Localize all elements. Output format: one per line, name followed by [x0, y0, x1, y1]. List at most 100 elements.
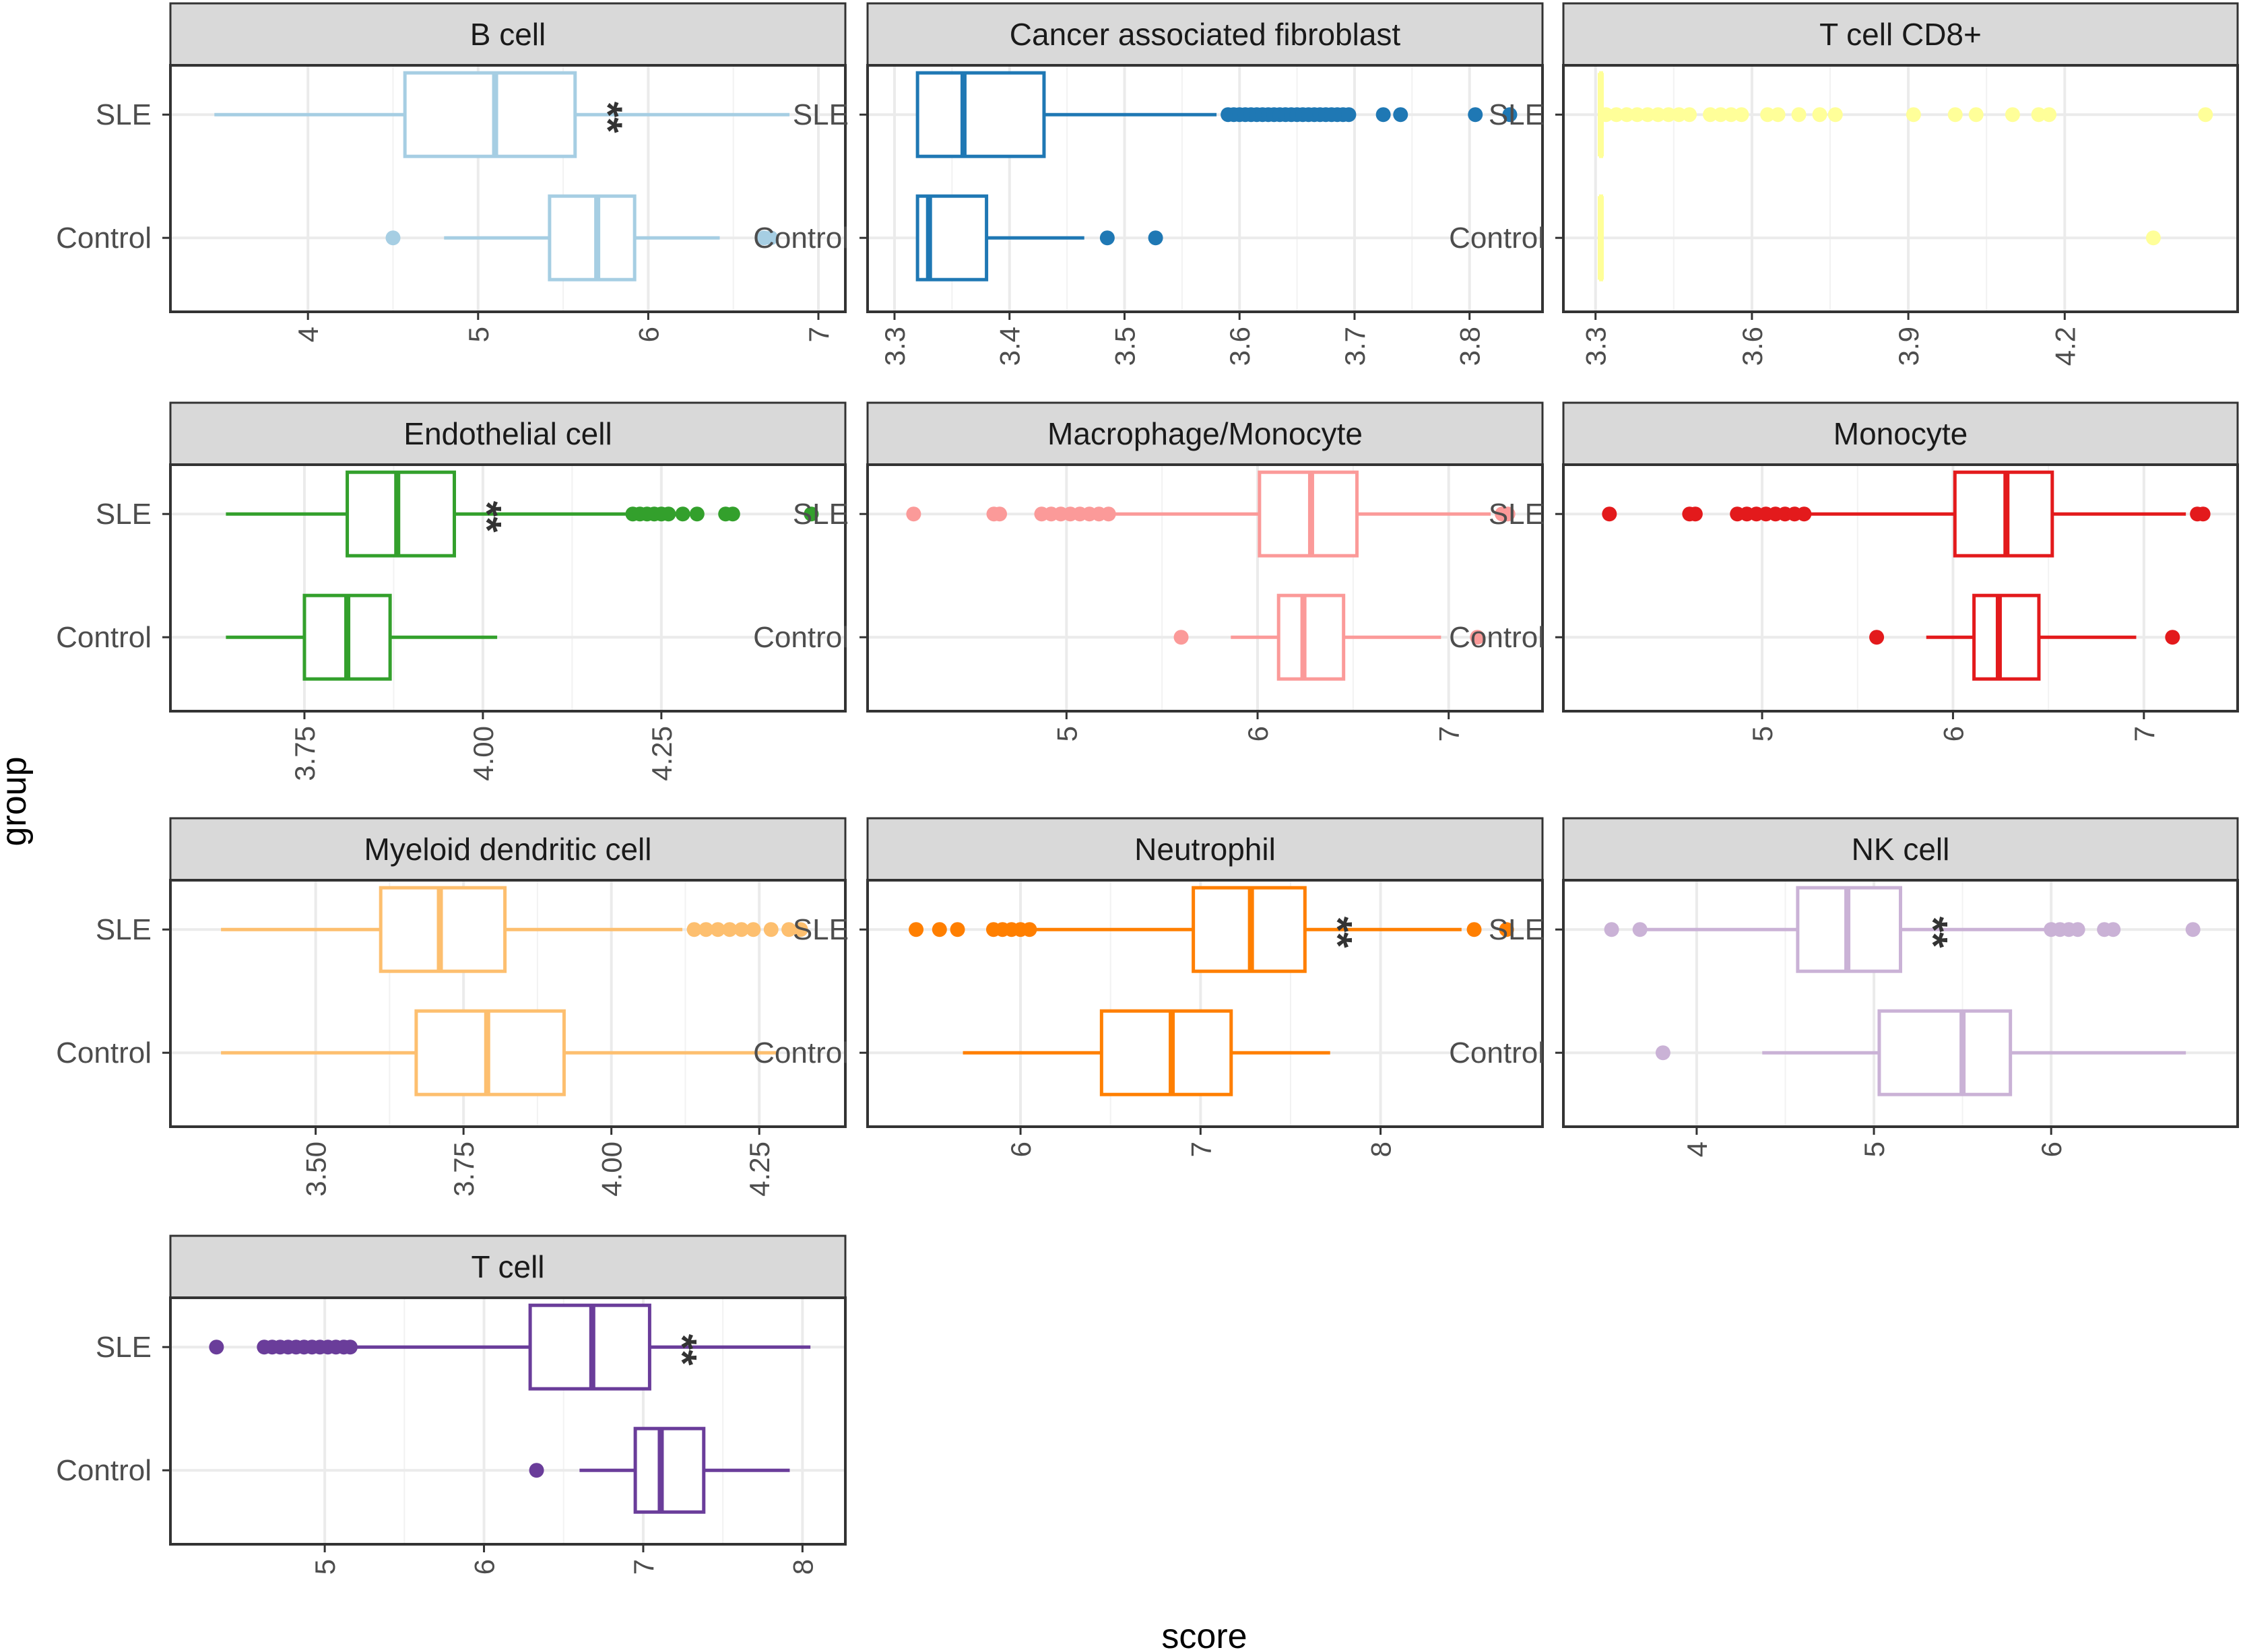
outlier-point — [932, 922, 947, 937]
x-tick-label: 6 — [1005, 1142, 1037, 1157]
x-tick-label: 3.75 — [448, 1142, 480, 1197]
x-tick-label: 3.3 — [1580, 327, 1612, 366]
outlier-point — [1470, 630, 1485, 645]
y-axis-title: group — [0, 757, 34, 847]
box-sle — [226, 470, 819, 558]
outlier-point — [2070, 922, 2085, 937]
panel-border — [169, 879, 847, 1128]
box-sle — [1604, 886, 2201, 973]
box-control — [1869, 593, 2180, 681]
significance-mark: ** — [659, 1334, 705, 1366]
outlier-point — [781, 922, 797, 937]
x-tick-label: 8 — [1365, 1142, 1397, 1157]
outlier-point — [763, 230, 779, 246]
panel-border — [169, 64, 847, 313]
panel-t-cell: T cell SLE Control ** 5 6 7 8 — [56, 1234, 847, 1575]
outlier-point — [385, 230, 401, 246]
x-tick-label: 7 — [1185, 1142, 1216, 1157]
x-tick-label: 7 — [628, 1559, 659, 1575]
x-tick-label: 4 — [1681, 1142, 1713, 1157]
outlier-point — [1723, 107, 1739, 123]
significance-mark: ** — [465, 501, 510, 533]
box-sle — [209, 1303, 811, 1391]
group-label: SLE — [96, 98, 152, 131]
box-control — [226, 593, 498, 681]
outlier-point — [1812, 107, 1827, 123]
group-label: Control — [56, 1454, 152, 1487]
outlier-point — [2005, 107, 2020, 123]
outlier-point — [1713, 107, 1728, 123]
outlier-point — [1640, 107, 1656, 123]
outlier-point — [1687, 506, 1703, 522]
facet-strip — [1562, 2, 2239, 67]
plot-background — [170, 465, 845, 711]
x-tick-label: 3.5 — [1109, 327, 1140, 366]
outlier-point — [2195, 506, 2211, 522]
facet-strip — [866, 2, 1544, 67]
outlier-point — [1629, 107, 1645, 123]
x-tick-label: 5 — [1858, 1142, 1890, 1157]
significance-mark: ** — [585, 102, 630, 133]
x-tick-label: 6 — [2036, 1142, 2067, 1157]
outlier-point — [529, 1463, 544, 1478]
panel-endothelial-cell: Endothelial cell SLE Control ** 3.75 4.00 4.25 — [56, 401, 847, 781]
outlier-point — [1468, 107, 1483, 123]
outlier-point — [992, 506, 1008, 522]
box-control — [963, 1009, 1330, 1096]
panel-t-cell-cd8: T cell CD8+ SLE Control 3.3 3.6 3.9 4.2 — [1449, 2, 2239, 366]
outlier-point — [1604, 922, 1619, 937]
box-control — [915, 194, 1163, 282]
facet-title: T cell CD8+ — [1819, 17, 1982, 52]
box-iqr — [1877, 1009, 2013, 1096]
facet-strip — [169, 2, 847, 67]
box-control — [1173, 593, 1485, 681]
outlier-point — [793, 922, 808, 937]
outlier-point — [1101, 506, 1116, 522]
panel-monocyte: Monocyte SLE Control 5 6 7 — [1449, 401, 2239, 741]
outlier-point — [689, 506, 705, 522]
group-label: SLE — [96, 913, 152, 946]
outlier-point — [1703, 107, 1718, 123]
group-label: Control — [753, 621, 849, 654]
facet-title: Macrophage/Monocyte — [1047, 416, 1363, 451]
box-sle — [915, 71, 1518, 158]
outlier-point — [1869, 630, 1885, 645]
outlier-point — [1375, 107, 1391, 123]
box-iqr — [1099, 1009, 1233, 1096]
box-iqr — [633, 1426, 706, 1514]
group-label: SLE — [1489, 498, 1545, 531]
x-tick-label: 3.9 — [1893, 327, 1924, 366]
group-label: SLE — [1489, 913, 1545, 946]
outlier-point — [1341, 107, 1357, 123]
box-sle — [1597, 71, 2213, 158]
outlier-point — [1619, 107, 1635, 123]
outlier-point — [675, 506, 690, 522]
outlier-point — [1682, 107, 1697, 123]
box-control — [385, 194, 779, 282]
box-control — [1597, 194, 2161, 282]
group-label: Control — [1449, 1036, 1545, 1069]
facet-strip — [866, 817, 1544, 882]
panel-b-cell: B cell SLE Control ** 4 5 6 7 — [56, 2, 847, 342]
facet-title: NK cell — [1852, 832, 1950, 867]
outlier-point — [763, 922, 779, 937]
outlier-point — [1650, 107, 1666, 123]
group-label: SLE — [793, 913, 849, 946]
x-tick-label: 7 — [803, 327, 835, 342]
box-iqr — [915, 71, 1046, 158]
x-tick-label: 7 — [1433, 726, 1465, 741]
x-tick-label: 4.25 — [646, 726, 678, 781]
outlier-point — [2042, 107, 2057, 123]
outlier-point — [746, 922, 761, 937]
box-sle — [906, 470, 1516, 558]
x-tick-label: 4.25 — [744, 1142, 775, 1197]
box-iqr — [403, 71, 577, 158]
facet-strip — [169, 1234, 847, 1299]
group-label: SLE — [96, 1331, 152, 1364]
group-label: SLE — [793, 98, 849, 131]
box-sle — [909, 886, 1514, 973]
x-tick-label: 7 — [2129, 726, 2160, 741]
outlier-point — [906, 506, 921, 522]
x-tick-label: 6 — [632, 327, 664, 342]
outlier-point — [1609, 107, 1624, 123]
